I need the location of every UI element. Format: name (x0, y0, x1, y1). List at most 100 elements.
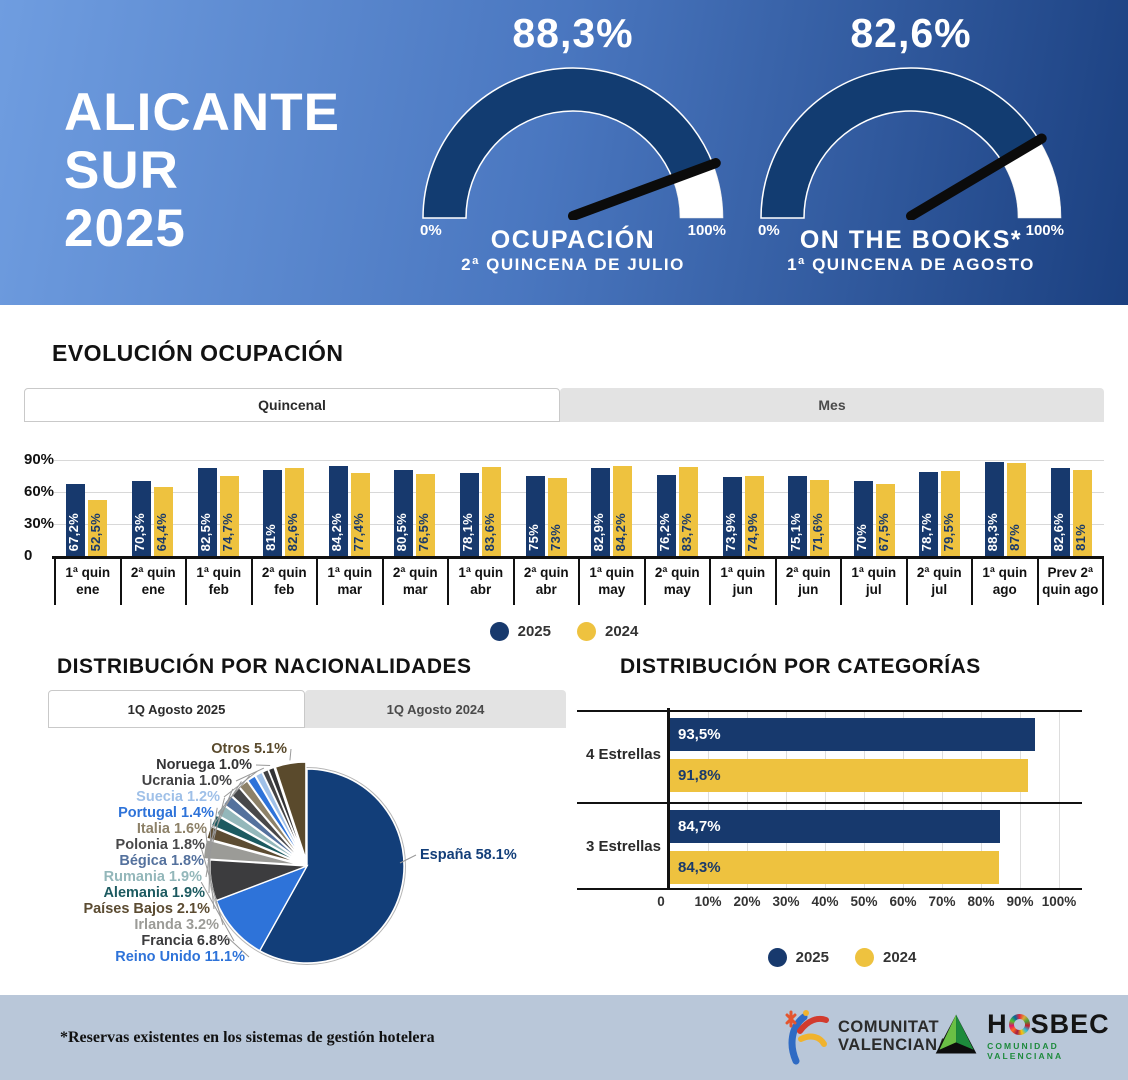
x-axis-categories: 1ª quin ene 2ª quin ene 1ª quin feb 2ª quin feb… (54, 559, 1104, 605)
categories-legend: 2025 2024 (577, 948, 1107, 967)
pie-leader-line (223, 770, 258, 798)
pie-label-otros: Otros 5.1% (211, 741, 287, 757)
bar-value-label: 75% (525, 524, 541, 551)
bar-value-label: 71,6% (810, 512, 826, 551)
pie-label-espana: España 58.1% (420, 847, 517, 863)
legend-dot-icon (855, 948, 874, 967)
bar-value-label: 81% (1072, 524, 1088, 551)
pie-label-rumania: Rumania 1.9% (104, 869, 202, 885)
bar-value-label: 82,6% (1050, 512, 1066, 551)
bar-value-label: 78,1% (460, 512, 476, 551)
bar-group: 88,3% 87% (973, 444, 1039, 556)
pie-leader-line (200, 848, 224, 926)
bar-group: 75% 73% (513, 444, 579, 556)
bar-2024: 77,4% (350, 473, 370, 556)
bar-2024: 64,4% (153, 487, 173, 556)
x-axis-tick: 60% (889, 894, 917, 909)
row-divider-line (577, 802, 1082, 804)
bar-2024: 52,5% (88, 500, 108, 556)
gridline (1020, 710, 1021, 888)
bar-value-label: 73,9% (722, 512, 738, 551)
bar-2024: 79,5% (941, 471, 961, 556)
bar-2025: 67,2% (66, 484, 86, 556)
bar-value-label: 81% (263, 524, 279, 551)
legend-item: 2025 (767, 948, 829, 967)
bar-value-label: 91,8% (678, 767, 721, 784)
pie-label-alemania: Alemania 1.9% (103, 885, 205, 901)
legend-dot-icon (489, 622, 509, 641)
gauge-value: 82,6% (850, 10, 972, 56)
bar-value-label: 73% (547, 524, 563, 551)
category-row-label: 3 Estrellas (585, 838, 661, 855)
evolution-legend: 2025 2024 (0, 622, 1128, 641)
x-axis-tick: 30% (772, 894, 800, 909)
bar-2024: 83,7% (678, 467, 698, 556)
pie-leader-line (235, 767, 265, 782)
bar-group: 81% 82,6% (251, 444, 317, 556)
legend-label: 2025 (795, 949, 829, 966)
y-axis-line (667, 708, 670, 890)
gauge-onthebooks: 82,6% 0% 100% ON THE BOOKS* 1ª QUINCENA … (756, 10, 1066, 275)
hosbec-wordmark: H SBEC COMUNIDAD VALENCIANA (987, 1009, 1110, 1061)
bar-value-label: 82,5% (197, 512, 213, 551)
bar-2024: 84,3% (670, 851, 999, 884)
pie-leader-line (399, 854, 417, 864)
bar-2024: 74,7% (219, 476, 239, 556)
bar-value-label: 83,7% (678, 512, 694, 551)
bar-value-label: 93,5% (678, 726, 721, 743)
hosbec-sdg-ring-icon (1008, 1014, 1030, 1035)
bar-2025: 76,2% (656, 475, 676, 556)
category-label: 1ª quin ene (54, 559, 122, 605)
bar-value-label: 64,4% (153, 512, 169, 551)
gridline (981, 710, 982, 888)
pie-label-noruega: Noruega 1.0% (156, 757, 252, 773)
bar-2025: 82,5% (197, 468, 217, 556)
legend-label: 2024 (883, 949, 917, 966)
evolution-bar-chart: 90% 60% 30% 0 67,2% 52,5% 70,3% 64,4% 82,5% 74,7%… (24, 444, 1104, 608)
bar-value-label: 77,4% (350, 512, 366, 551)
y-axis-tick: 0 (24, 547, 33, 564)
gauge-max-label: 100% (687, 222, 726, 239)
bar-groups: 67,2% 52,5% 70,3% 64,4% 82,5% 74,7% 81% 82,6% 84… (54, 444, 1104, 556)
legend-item: 2025 (489, 622, 551, 641)
bar-group: 70% 67,5% (842, 444, 908, 556)
gridline (54, 492, 1104, 493)
legend-item: 2024 (577, 622, 638, 641)
category-label: 2ª quin jun (777, 559, 842, 605)
bar-value-label: 88,3% (985, 512, 1001, 551)
bar-2025: 78,7% (919, 472, 939, 556)
tab-mes[interactable]: Mes (560, 388, 1104, 422)
pie-label-polonia: Polonia 1.8% (116, 837, 206, 853)
gridline (708, 710, 709, 888)
tab-1q-agosto-2025[interactable]: 1Q Agosto 2025 (48, 690, 305, 728)
tab-1q-agosto-2024[interactable]: 1Q Agosto 2024 (305, 690, 566, 728)
gauge-remainder-arc (1001, 139, 1062, 219)
pie-slice-noruega (267, 766, 306, 860)
bar-2024: 91,8% (670, 759, 1028, 792)
bar-group: 70,3% 64,4% (120, 444, 186, 556)
category-label: 1ª quin may (580, 559, 646, 605)
category-label: 2ª quin may (646, 559, 711, 605)
gauge-max-label: 100% (1025, 222, 1064, 239)
pie-label-bégica: Bégica 1.8% (119, 853, 204, 869)
gauge-value-arc (760, 67, 1041, 219)
gauge-title: OCUPACIÓN (490, 226, 656, 254)
gauge-title: ON THE BOOKS* (799, 226, 1023, 254)
gridline (825, 710, 826, 888)
gauge-ocupacion: 88,3% 0% 100% OCUPACIÓN 2ª QUINCENA DE J… (418, 10, 728, 275)
bar-2025: 80,5% (394, 470, 414, 556)
bar-value-label: 74,7% (219, 512, 235, 551)
pie-outline (208, 767, 406, 965)
gauge-subtitle: 1ª QUINCENA DE AGOSTO (787, 255, 1035, 274)
bar-value-label: 74,9% (744, 512, 760, 551)
bar-value-label: 84,7% (678, 818, 721, 835)
gauge-needle (906, 133, 1047, 220)
gauge-needle (568, 158, 721, 220)
bar-2024: 73% (547, 478, 567, 556)
legend-label: 2024 (605, 623, 639, 640)
tab-quincenal[interactable]: Quincenal (24, 388, 560, 422)
pie-label-francia: Francia 6.8% (141, 933, 230, 949)
pie-label-italia: Italia 1.6% (137, 821, 207, 837)
pie-leader-line (208, 818, 212, 894)
row-divider-line (577, 710, 1082, 712)
